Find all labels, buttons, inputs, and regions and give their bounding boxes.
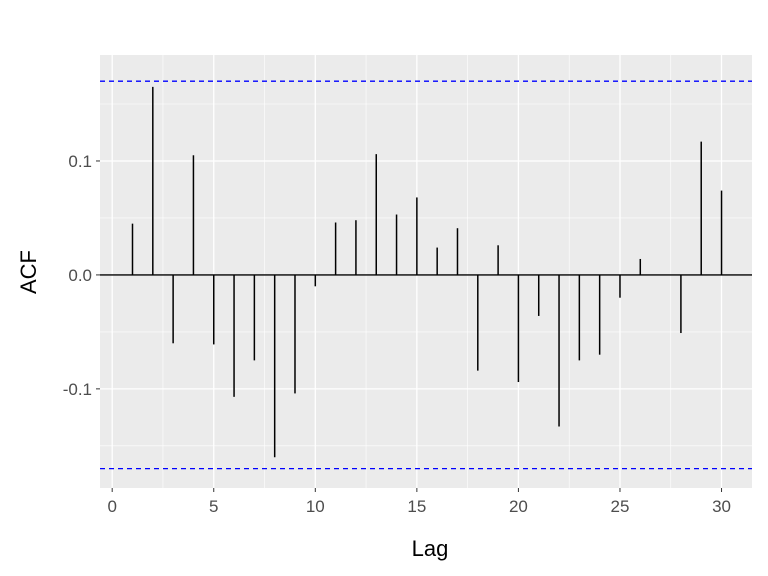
acf-bars — [100, 86, 752, 458]
x-tick-label: 30 — [712, 497, 731, 516]
x-tick-label: 0 — [107, 497, 116, 516]
plot-panel — [100, 55, 752, 488]
y-tick-label: -0.1 — [63, 380, 92, 399]
x-tick-label: 5 — [209, 497, 218, 516]
confidence-lines — [100, 80, 752, 470]
x-tick-label: 20 — [509, 497, 528, 516]
y-axis-label: ACF — [16, 250, 41, 294]
x-tick-label: 10 — [306, 497, 325, 516]
x-tick-label: 15 — [407, 497, 426, 516]
y-tick-label: 0.0 — [68, 266, 92, 285]
y-tick-label: 0.1 — [68, 152, 92, 171]
axis-ticks: 0 5 10 15 20 25 30 -0.1 0.0 0.1 — [63, 152, 731, 516]
x-tick-label: 25 — [611, 497, 630, 516]
x-axis-label: Lag — [412, 536, 449, 561]
